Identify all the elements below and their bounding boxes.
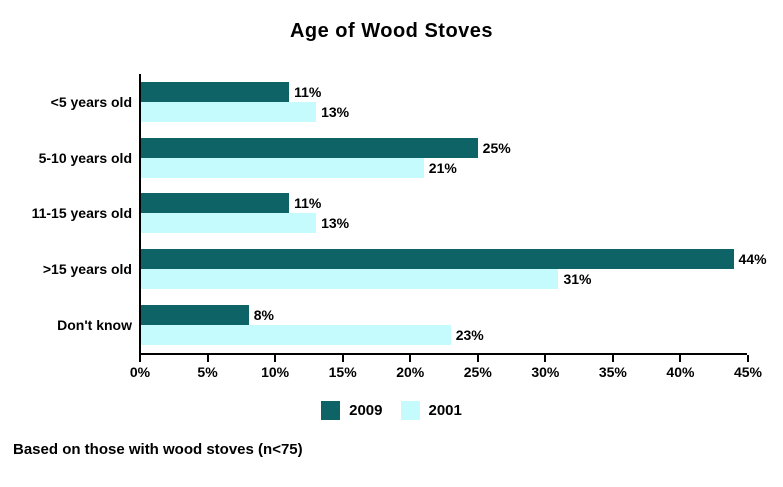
legend-entry-2001: 2001 xyxy=(400,401,462,420)
bar-2009 xyxy=(141,249,734,270)
x-tick xyxy=(611,355,614,362)
bar-line: 11% xyxy=(141,81,747,102)
legend-swatch-2001 xyxy=(400,401,420,420)
category-group: 5-10 years old 25% 21% xyxy=(39,130,747,186)
chart-title: Age of Wood Stoves xyxy=(289,20,494,42)
category-label: <5 years old xyxy=(50,93,132,110)
bar-value-label: 11% xyxy=(294,195,322,212)
bar-value-label: 13% xyxy=(321,215,350,232)
category-label: 11-15 years old xyxy=(31,205,132,222)
bar-value-label: 13% xyxy=(321,103,350,120)
bar-line: 23% xyxy=(141,325,747,346)
legend-swatch-2009 xyxy=(321,401,341,420)
bar-2001 xyxy=(141,269,559,290)
x-tick xyxy=(476,355,479,362)
bar-line: 31% xyxy=(141,269,747,290)
category-group: >15 years old 44% 31% xyxy=(43,241,767,297)
legend: 2009 2001 xyxy=(0,401,783,420)
x-tick xyxy=(139,355,141,362)
x-axis-ticks xyxy=(139,355,749,362)
bar-line: 13% xyxy=(141,101,747,122)
bar-value-label: 44% xyxy=(738,251,767,268)
bar-value-label: 25% xyxy=(482,139,511,156)
bar-value-label: 8% xyxy=(253,307,274,324)
x-tick-label: 35% xyxy=(598,364,627,380)
bar-2001 xyxy=(141,213,317,234)
x-tick-label: 5% xyxy=(197,364,218,380)
bar-2001 xyxy=(141,157,424,178)
bar-line: 11% xyxy=(141,193,747,214)
category-label: 5-10 years old xyxy=(38,149,132,166)
bar-2001 xyxy=(141,101,317,122)
bar-2009 xyxy=(141,137,478,158)
x-tick-label: 45% xyxy=(733,364,763,380)
category-group: 11-15 years old 11% 13% xyxy=(32,186,747,242)
x-tick-label: 20% xyxy=(396,364,425,380)
bar-value-label: 23% xyxy=(455,327,484,344)
bar-line: 8% xyxy=(141,305,747,326)
bar-value-label: 31% xyxy=(563,271,592,288)
footnote: Based on those with wood stoves (n<75) xyxy=(13,441,303,458)
category-group: <5 years old 11% 13% xyxy=(51,74,747,130)
bar-line: 25% xyxy=(141,137,747,158)
x-tick xyxy=(341,355,344,362)
x-axis-tick-labels: 0% 5% 10% 15% 20% 25% 30% 35% 40% 45% xyxy=(130,364,762,382)
x-tick-label: 40% xyxy=(666,364,695,380)
bar-2009 xyxy=(141,81,290,102)
category-label: Don't know xyxy=(57,317,132,334)
bar-line: 44% xyxy=(141,249,767,270)
x-tick-label: 30% xyxy=(531,364,560,380)
bar-2001 xyxy=(141,325,451,346)
x-tick-label: 25% xyxy=(463,364,492,380)
x-tick xyxy=(544,355,547,362)
bar-2009 xyxy=(141,305,249,326)
plot-area: <5 years old 11% 13% 5-10 years old 25% 21% 11… xyxy=(32,74,767,355)
x-tick-label: 10% xyxy=(261,364,290,380)
category-group: Don't know 8% 23% xyxy=(57,297,747,353)
legend-label-2009: 2009 xyxy=(349,402,383,419)
x-tick-label: 15% xyxy=(328,364,357,380)
bar-line: 21% xyxy=(141,157,747,178)
bar-line: 13% xyxy=(141,213,747,234)
legend-label-2001: 2001 xyxy=(428,402,462,419)
x-tick xyxy=(747,355,749,362)
x-tick xyxy=(409,355,412,362)
bar-value-label: 21% xyxy=(428,159,457,176)
x-tick xyxy=(679,355,682,362)
x-tick xyxy=(206,355,209,362)
legend-entry-2009: 2009 xyxy=(321,401,383,420)
x-tick xyxy=(274,355,277,362)
x-tick-label: 0% xyxy=(129,364,151,380)
bar-2009 xyxy=(141,193,290,214)
bar-value-label: 11% xyxy=(294,83,322,100)
category-label: >15 years old xyxy=(42,261,132,278)
